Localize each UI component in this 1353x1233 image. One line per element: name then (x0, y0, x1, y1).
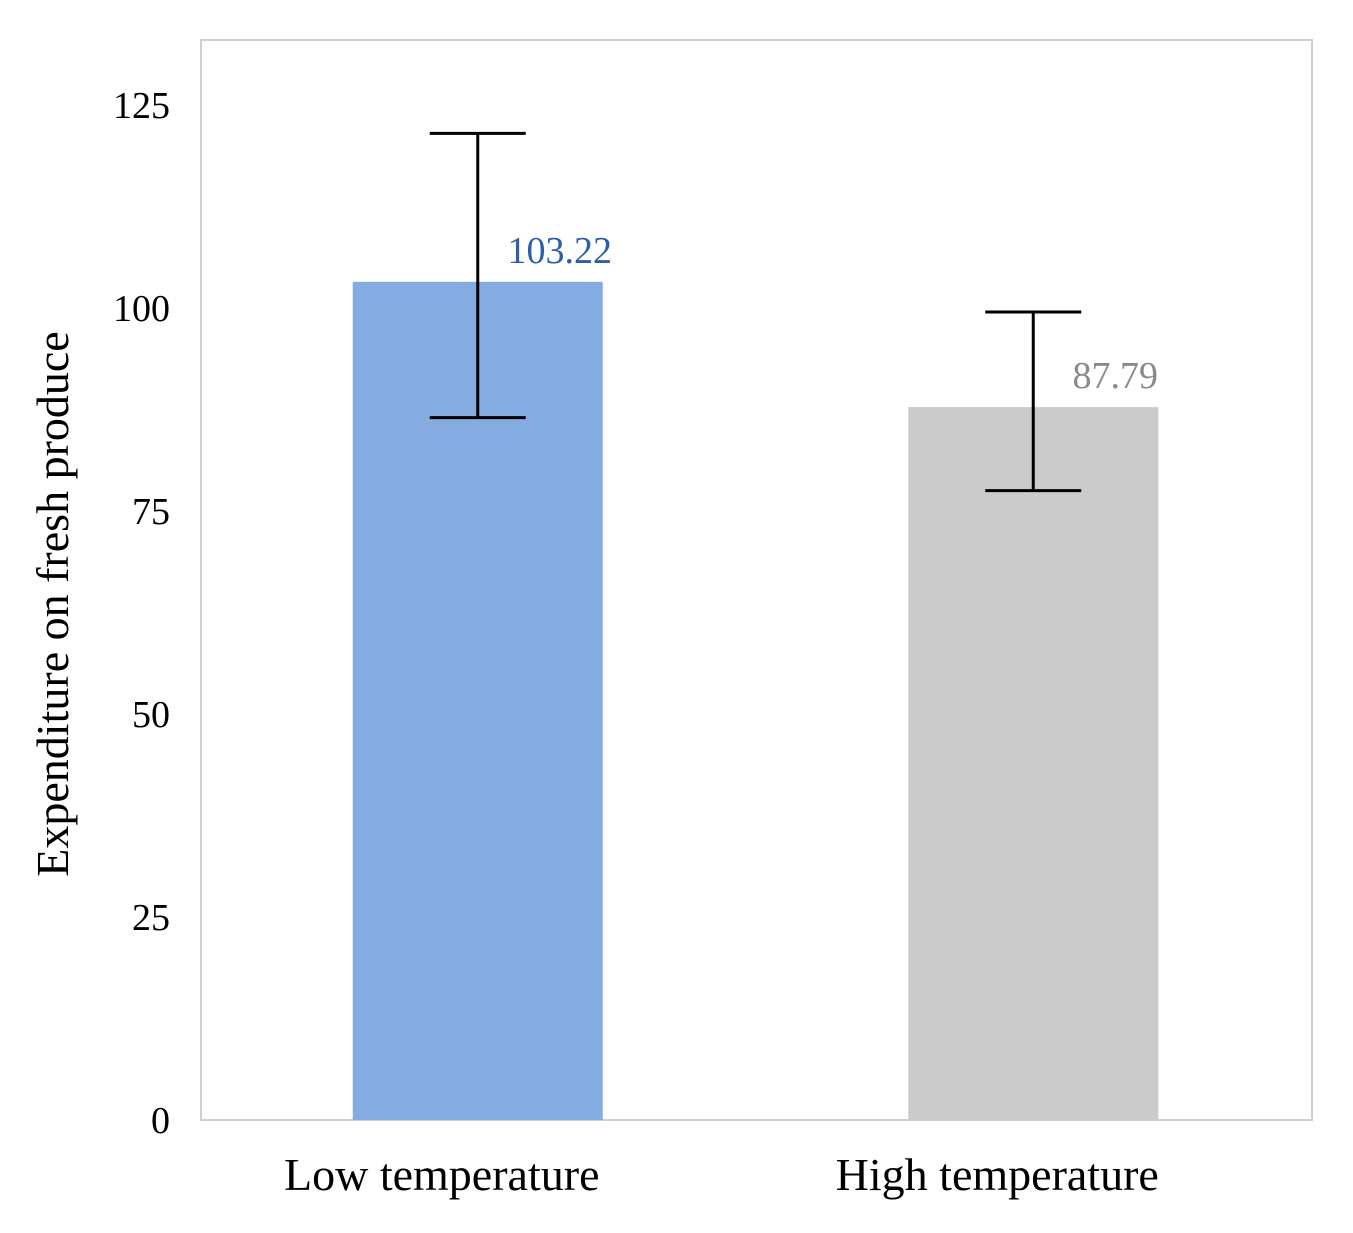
bar-high-temperature (908, 407, 1159, 1121)
bar-low-temperature (352, 281, 603, 1120)
y-tick-label: 75 (132, 491, 170, 533)
data-label: 87.79 (1073, 355, 1159, 397)
bars-group (352, 281, 1159, 1121)
x-category-label: High temperature (836, 1149, 1159, 1200)
y-tick-label: 125 (113, 85, 170, 127)
category-labels-group: Low temperature High temperature (284, 1149, 1159, 1200)
x-category-label: Low temperature (284, 1149, 599, 1200)
y-tick-label: 0 (151, 1100, 170, 1142)
y-axis-ticks: 0 25 50 75 100 125 (113, 85, 170, 1142)
error-bars-group (429, 131, 1082, 493)
y-tick-label: 25 (132, 897, 170, 939)
y-axis-title: Expenditure on fresh produce (27, 331, 78, 876)
data-label: 103.22 (508, 230, 613, 272)
data-labels-group: 103.22 87.79 (508, 230, 1159, 397)
y-tick-label: 100 (113, 288, 170, 330)
y-tick-label: 50 (132, 694, 170, 736)
